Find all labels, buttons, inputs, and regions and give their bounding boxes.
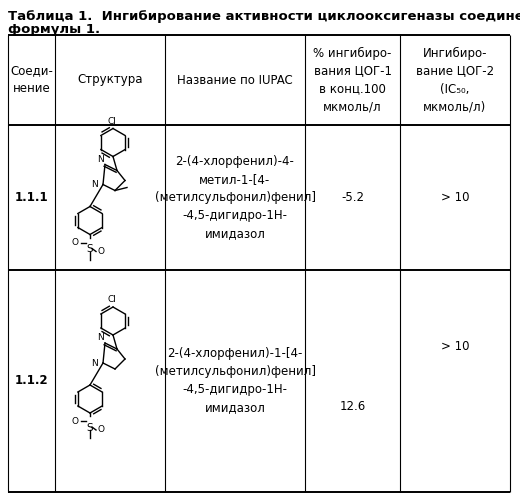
Text: N: N <box>91 180 98 189</box>
Text: O: O <box>72 238 79 247</box>
Text: формулы 1.: формулы 1. <box>8 23 100 36</box>
Text: Соеди-
нение: Соеди- нение <box>10 64 53 96</box>
Text: N: N <box>97 333 104 342</box>
Text: N: N <box>91 358 98 368</box>
Text: > 10: > 10 <box>441 340 469 352</box>
Text: O: O <box>98 247 105 256</box>
Text: Cl: Cl <box>108 295 116 304</box>
Text: Таблица 1.  Ингибирование активности циклооксигеназы соединениями общей: Таблица 1. Ингибирование активности цикл… <box>8 10 520 23</box>
Text: 2-(4-хлорфенил)-1-[4-
(метилсульфонил)фенил]
-4,5-дигидро-1H-
имидазол: 2-(4-хлорфенил)-1-[4- (метилсульфонил)фе… <box>154 348 316 414</box>
Text: Cl: Cl <box>108 116 116 126</box>
Text: Ингибиро-
вание ЦОГ-2
(IC₅₀,
мкмоль/л): Ингибиро- вание ЦОГ-2 (IC₅₀, мкмоль/л) <box>416 46 494 114</box>
Text: 2-(4-хлорфенил)-4-
метил-1-[4-
(метилсульфонил)фенил]
-4,5-дигидро-1H-
имидазол: 2-(4-хлорфенил)-4- метил-1-[4- (метилсул… <box>154 155 316 240</box>
Text: > 10: > 10 <box>441 191 469 204</box>
Text: S: S <box>87 244 93 254</box>
Text: S: S <box>87 423 93 433</box>
Text: % ингибиро-
вания ЦОГ-1
в конц.100
мкмоль/л: % ингибиро- вания ЦОГ-1 в конц.100 мкмол… <box>314 46 392 114</box>
Text: Название по IUPAC: Название по IUPAC <box>177 74 293 86</box>
Text: O: O <box>98 426 105 434</box>
Text: 1.1.1: 1.1.1 <box>15 191 48 204</box>
Text: Структура: Структура <box>77 74 143 86</box>
Text: 12.6: 12.6 <box>340 400 366 412</box>
Text: -5.2: -5.2 <box>341 191 364 204</box>
Text: N: N <box>97 154 104 164</box>
Text: O: O <box>72 416 79 426</box>
Text: 1.1.2: 1.1.2 <box>15 374 48 388</box>
